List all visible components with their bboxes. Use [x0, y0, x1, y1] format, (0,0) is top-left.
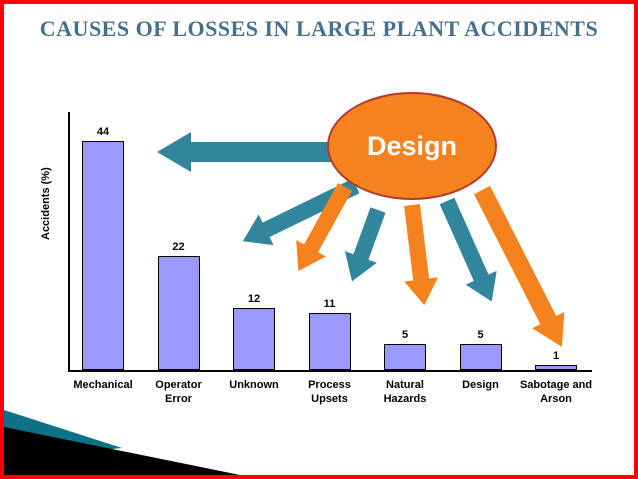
bar-value-label: 44 [96, 126, 110, 138]
bar-value-label: 5 [477, 329, 484, 341]
bar-value-label: 12 [247, 293, 261, 305]
bar [233, 308, 275, 370]
bar-category-label: Mechanical [73, 379, 133, 391]
bar-chart: 44 Mechanical 22 Operator Error 12 Unknown 11 P… [65, 112, 594, 405]
bar-value-label: 5 [401, 329, 409, 341]
bar-value-label: 22 [172, 241, 185, 253]
bar-group: 1 Sabotage and Arson [518, 350, 594, 405]
bar [384, 344, 426, 370]
slide-title: CAUSES OF LOSSES IN LARGE PLANT ACCIDENT… [39, 16, 599, 41]
bar-group: 11 Process Upsets [292, 298, 368, 405]
bar [157, 256, 200, 370]
x-axis [68, 370, 592, 372]
y-axis-label: Accidents (%) [40, 167, 52, 241]
bar-category-label: Sabotage and Arson [519, 379, 593, 406]
design-callout-label: Design [366, 130, 458, 161]
bar-group: 5 Design [443, 329, 519, 391]
corner-decoration [4, 410, 240, 475]
bar-group: 5 Natural Hazards [367, 329, 443, 405]
bar [308, 313, 351, 370]
bar-category-label: Design [462, 379, 499, 391]
bar-category-label: Unknown [229, 379, 279, 391]
bar-category-label: Process Upsets [308, 379, 351, 406]
bar [82, 141, 124, 370]
bar [535, 365, 577, 370]
decoration-black-triangle [4, 427, 240, 475]
decoration-teal-triangle [4, 410, 122, 460]
bar-group: 44 Mechanical [65, 126, 141, 391]
bar-category-label: Operator Error [155, 379, 202, 406]
design-callout: Design [327, 92, 497, 200]
y-axis [68, 112, 70, 372]
bar-category-label: Natural Hazards [383, 379, 427, 406]
bar-group: 12 Unknown [216, 293, 292, 391]
bar-value-label: 11 [323, 298, 336, 310]
bar [459, 344, 502, 370]
bar-value-label: 1 [552, 350, 560, 362]
bar-group: 22 Operator Error [141, 241, 217, 405]
